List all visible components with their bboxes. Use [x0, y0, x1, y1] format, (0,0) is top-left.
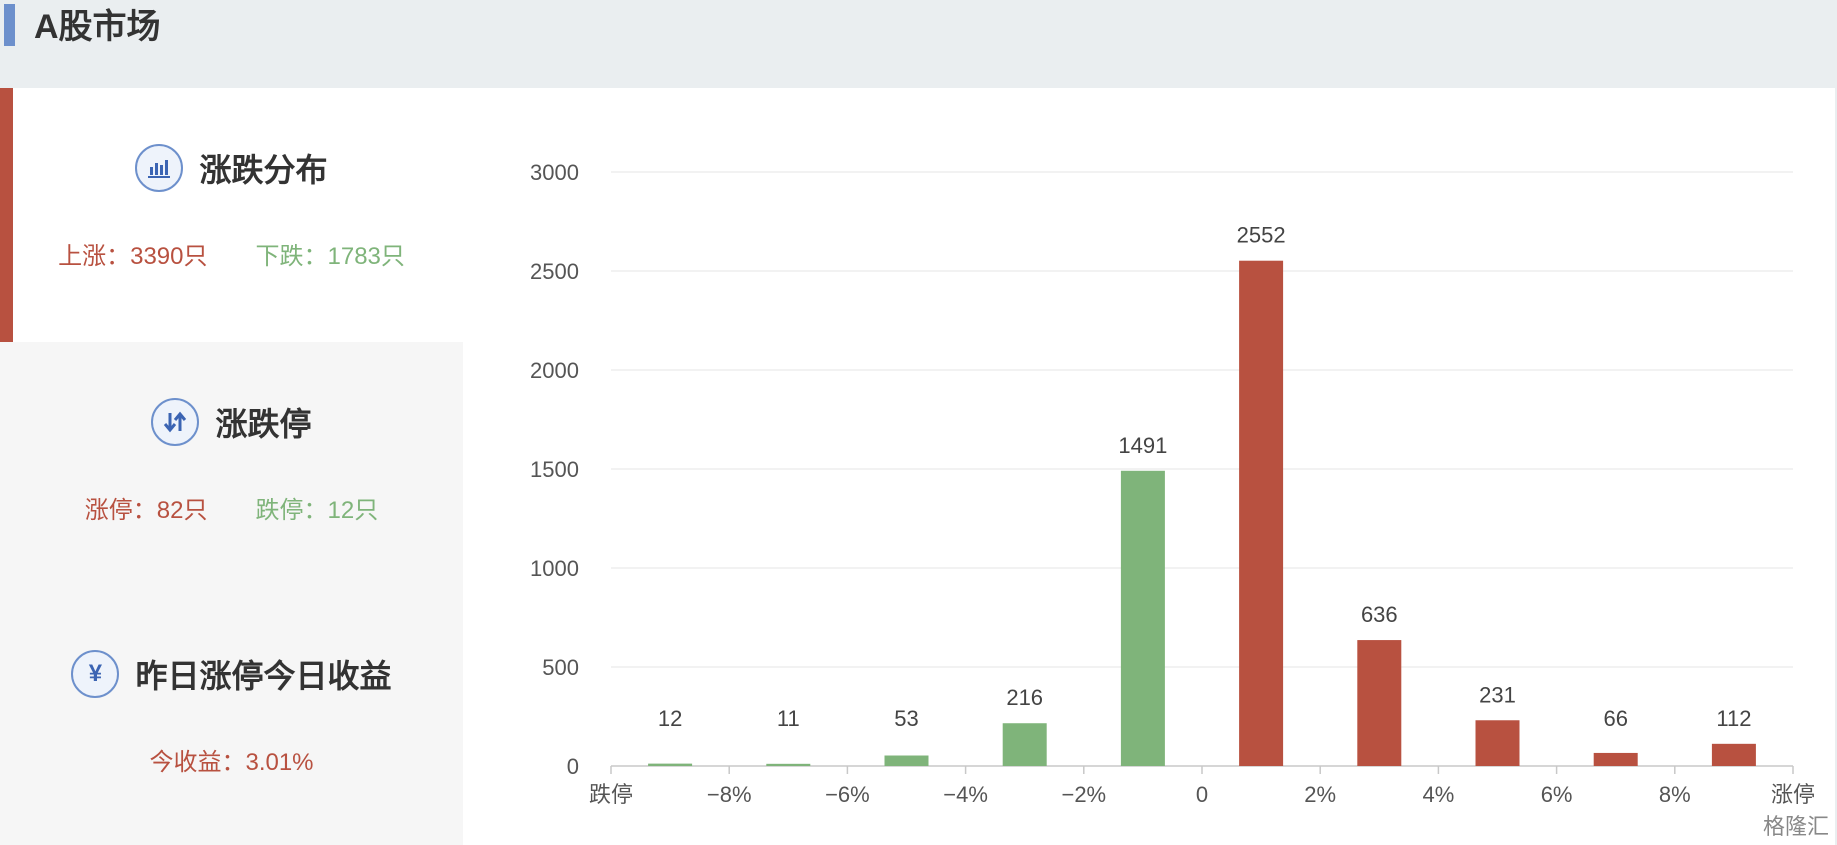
x-tick-label: 4% — [1423, 782, 1455, 807]
bar-value-label: 53 — [894, 706, 918, 731]
bar — [1002, 723, 1047, 766]
bar-value-label: 112 — [1716, 706, 1751, 731]
yen-icon: ¥ — [71, 650, 120, 698]
x-tick-label: −2% — [1061, 782, 1106, 807]
bar-value-label: 231 — [1479, 682, 1516, 707]
watermark: 格隆汇 — [1762, 814, 1829, 839]
today-return: 今收益：3.01% — [149, 749, 314, 776]
x-tick-label: −8% — [707, 782, 752, 807]
bar-value-label: 66 — [1603, 706, 1627, 731]
summary-sidebar: 涨跌分布 上涨：3390只 下跌：1783只 涨跌停 涨停：82只 跌停：12只 — [0, 88, 463, 845]
y-tick-label: 0 — [567, 754, 579, 779]
tab-yesterday-limit-up-return[interactable]: ¥ 昨日涨停今日收益 今收益：3.01% — [0, 592, 463, 845]
x-tick-label: −6% — [825, 782, 870, 807]
bar — [648, 763, 693, 766]
bar — [1239, 260, 1284, 766]
section-header: A股市场 — [0, 0, 1837, 88]
x-tick-label: 跌停 — [589, 782, 633, 807]
bar-value-label: 636 — [1361, 602, 1398, 627]
y-tick-label: 1000 — [530, 556, 579, 581]
up-down-arrows-icon — [151, 398, 200, 446]
bar-chart: 0 500 1000 1500 2000 2500 3000 跌停 −8% −6% −4% −2% 0 2… — [530, 160, 1815, 807]
bar — [1357, 640, 1402, 766]
bar — [1593, 752, 1638, 766]
bar — [1120, 470, 1165, 766]
rise-count: 上涨：3390只 — [58, 243, 208, 270]
bar — [884, 755, 929, 766]
bar-value-label: 2552 — [1237, 223, 1286, 248]
x-tick-label: 0 — [1196, 782, 1208, 807]
tab-limit-up-down[interactable]: 涨跌停 涨停：82只 跌停：12只 — [0, 342, 463, 592]
active-tab-indicator — [0, 88, 13, 342]
bar-value-label: 11 — [777, 706, 800, 731]
bar — [1475, 720, 1520, 766]
x-tick-label: −4% — [943, 782, 988, 807]
header-accent-bar — [4, 4, 15, 46]
tab-rise-fall-distribution[interactable]: 涨跌分布 上涨：3390只 下跌：1783只 — [0, 88, 463, 342]
bar — [766, 763, 811, 766]
y-tick-label: 2500 — [530, 259, 579, 284]
x-tick-label: 6% — [1541, 782, 1573, 807]
bar — [1711, 743, 1756, 766]
page-title: A股市场 — [34, 8, 161, 46]
x-tick-label: 涨停 — [1771, 782, 1815, 807]
limit-down-count: 跌停：12只 — [255, 497, 379, 524]
y-tick-label: 500 — [542, 655, 579, 680]
section-title: 涨跌停 — [215, 406, 312, 442]
bar-value-label: 12 — [658, 706, 682, 731]
x-tick-label: 8% — [1659, 782, 1691, 807]
x-tick-label: 2% — [1304, 782, 1336, 807]
section-title: 昨日涨停今日收益 — [135, 658, 392, 694]
market-panel: 涨跌分布 上涨：3390只 下跌：1783只 涨跌停 涨停：82只 跌停：12只 — [0, 88, 1835, 845]
distribution-chart: 0 500 1000 1500 2000 2500 3000 跌停 −8% −6% −4% −2% 0 2… — [463, 88, 1835, 845]
fall-count: 下跌：1783只 — [255, 243, 405, 270]
section-title: 涨跌分布 — [199, 152, 328, 188]
y-tick-label: 3000 — [530, 160, 579, 185]
y-tick-label: 1500 — [530, 457, 579, 482]
y-tick-label: 2000 — [530, 358, 579, 383]
bar-chart-icon — [135, 144, 184, 192]
bar-value-label: 1491 — [1118, 433, 1167, 458]
bar-value-label: 216 — [1006, 685, 1043, 710]
limit-up-count: 涨停：82只 — [84, 497, 208, 524]
